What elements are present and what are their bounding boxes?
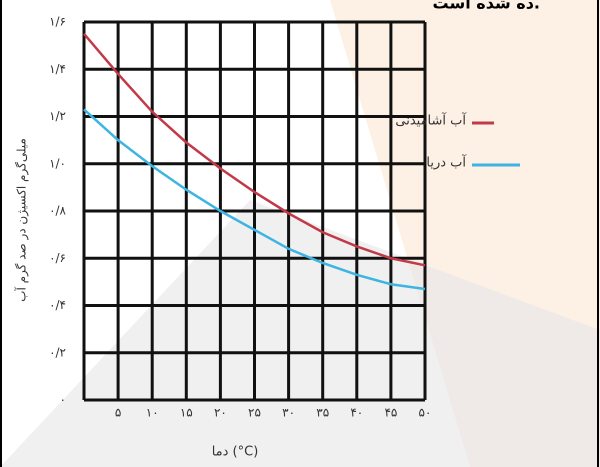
y-tick-label: ۰: [60, 393, 66, 407]
y-tick-label: ۱/۰: [49, 156, 66, 170]
series-line: [83, 33, 426, 267]
y-axis-title: میلی‌گرم اکسیژن در صد گرم آب: [14, 138, 30, 302]
y-tick-label: ۰/۴: [49, 298, 66, 312]
x-tick-label: ۴۵: [384, 406, 397, 420]
y-tick-label: ۱/۲: [49, 109, 66, 123]
legend-label: آب آشامیدنی: [395, 112, 467, 129]
y-tick-label: ۰/۸: [49, 204, 66, 218]
legend-label: آب دریا: [426, 154, 467, 171]
x-tick-label: ۵۰: [419, 406, 432, 420]
y-tick-label: ۱/۶: [49, 15, 66, 29]
header-fragment: ده شده است.: [433, 0, 540, 13]
x-tick-label: ۱۰: [146, 406, 159, 420]
y-tick-label: ۱/۴: [49, 62, 66, 76]
x-tick-label: ۱۵: [180, 406, 193, 420]
y-tick-label: ۰/۶: [49, 251, 66, 265]
x-tick-label: ۴۰: [350, 406, 363, 420]
x-tick-label: ۳۵: [316, 406, 329, 420]
x-tick-label: ۲۵: [248, 406, 261, 420]
x-tick-label: ۲۰: [214, 406, 227, 420]
y-tick-label: ۰/۲: [49, 345, 66, 359]
series-line: [83, 108, 426, 291]
x-tick-label: ۵: [115, 406, 121, 420]
x-axis-title: دما (°C): [212, 445, 259, 460]
x-tick-label: ۳۰: [282, 406, 295, 420]
